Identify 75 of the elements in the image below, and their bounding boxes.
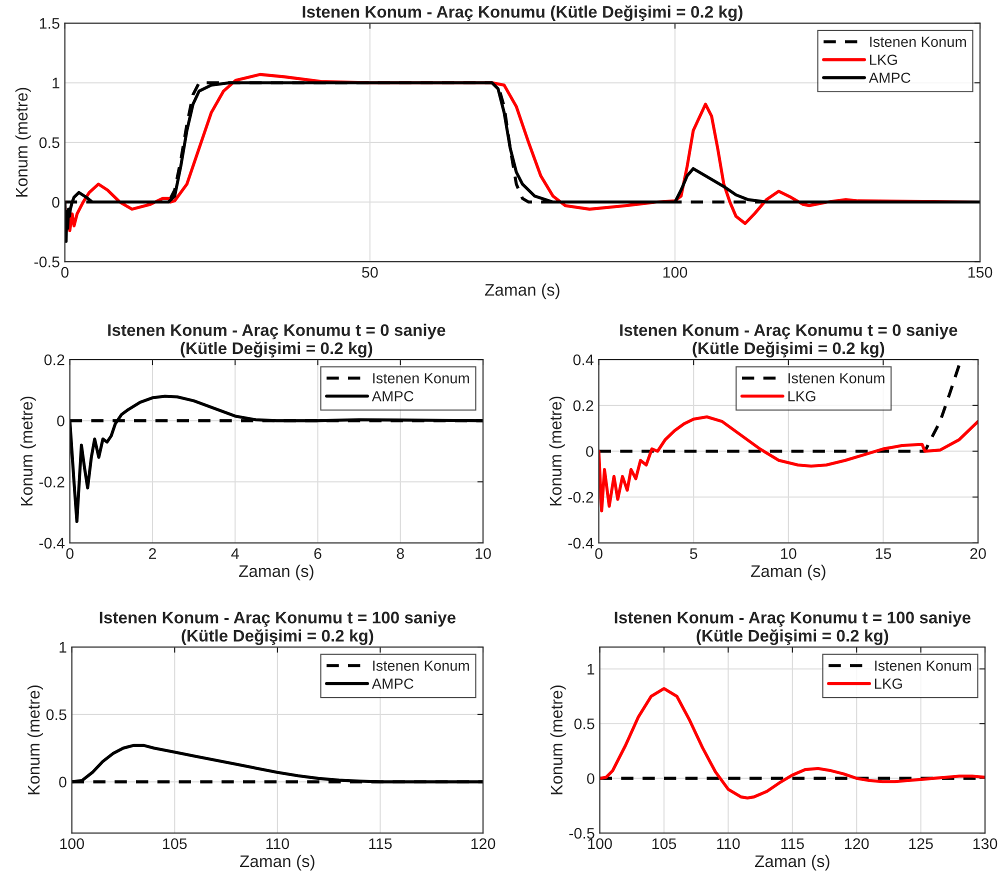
x-tick-label: 115 [369,838,392,850]
x-tick-label: 20 [970,548,986,559]
x-axis-title: Zaman (s) [750,564,826,580]
legend-label: Istenen Konum [373,660,469,671]
legend-label: LKG [870,54,897,65]
y-axis-title: Konum (metre) [550,685,566,794]
y-tick-label: -0.2 [39,476,64,488]
x-tick-label: 8 [396,548,404,559]
legend-label: LKG [788,391,816,402]
y-axis-title: Konum (metre) [15,88,31,197]
y-axis-title: Konum (metre) [549,396,565,506]
x-tick-label: 105 [652,838,676,850]
x-tick-label: 105 [163,838,187,850]
chart-title: Istenen Konum - Araç Konumu t = 0 saniye (Kütle Değişimi = 0.2 kg) [108,324,446,358]
x-tick-label: 6 [314,548,322,559]
x-tick-label: 10 [476,548,491,559]
y-tick-label: 0 [59,776,66,788]
x-tick-label: 110 [266,838,290,850]
x-tick-label: 130 [973,838,998,850]
chart-title: Istenen Konum - Araç Konumu (Kütle Değişimi = 0.2 kg) [302,5,742,22]
legend-label: Istenen Konum [870,36,966,47]
chart-title: Istenen Konum - Araç Konumu t = 0 saniye (Kütle Değişimi = 0.2 kg) [620,324,958,358]
x-tick-label: 10 [781,548,796,559]
x-tick-label: 100 [60,838,84,850]
y-tick-label: 0 [57,416,64,426]
chart-title: Istenen Konum - Araç Konumu t = 100 saniye (Kütle Değişimi = 0.2 kg) [614,611,971,646]
x-tick-label: 100 [663,266,688,278]
y-tick-label: -0.5 [34,256,60,268]
y-tick-label: 0 [587,773,594,784]
x-tick-label: 2 [149,548,156,559]
x-tick-label: 125 [909,838,933,850]
legend-label: AMPC [372,391,414,402]
y-tick-label: 1 [60,642,66,653]
legend-label: Istenen Konum [373,373,469,384]
y-tick-label: 1.5 [40,18,60,29]
y-tick-label: 0.5 [574,718,594,730]
legend-label: Istenen Konum [788,373,884,384]
line-series [598,415,978,512]
y-tick-label: 0.4 [573,354,594,366]
x-tick-label: 120 [471,838,496,850]
y-tick-label: -0.5 [569,828,594,839]
y-tick-label: 1 [52,78,60,88]
x-tick-label: 115 [781,838,804,850]
x-tick-label: 100 [588,838,612,850]
x-tick-label: 5 [690,548,698,559]
x-tick-label: 15 [876,548,892,559]
y-axis-title: Konum (metre) [20,396,36,506]
y-tick-label: -0.4 [568,538,594,549]
x-tick-label: 110 [717,838,740,850]
x-axis-title: Zaman (s) [239,564,314,580]
y-tick-label: -0.4 [39,538,65,549]
legend-label: Istenen Konum [875,660,971,671]
y-tick-label: 0 [52,196,60,208]
y-tick-label: 0.5 [39,137,60,148]
y-tick-label: -0.2 [568,492,594,503]
chart-title: Istenen Konum - Araç Konumu t = 100 saniye (Kütle Değişimi = 0.2 kg) [100,611,456,646]
legend-label: AMPC [868,72,910,83]
legend-label: LKG [875,678,902,689]
y-tick-label: 0.2 [44,354,64,366]
x-axis-title: Zaman (s) [754,854,830,870]
y-tick-label: 1 [588,664,594,674]
y-tick-label: 0.2 [573,400,594,412]
x-tick-label: 0 [595,548,602,559]
x-tick-label: 0 [66,548,74,559]
x-tick-label: 150 [968,266,992,278]
x-tick-label: 120 [845,838,869,850]
x-tick-label: 50 [362,266,378,278]
x-axis-title: Zaman (s) [485,284,560,300]
x-axis-title: Zaman (s) [240,854,314,870]
line-series [600,687,986,800]
y-tick-label: 0 [586,446,594,457]
legend-label: AMPC [372,678,414,689]
y-axis-title: Konum (metre) [27,685,43,794]
x-tick-label: 4 [231,548,239,559]
y-tick-label: 0.5 [46,709,66,720]
